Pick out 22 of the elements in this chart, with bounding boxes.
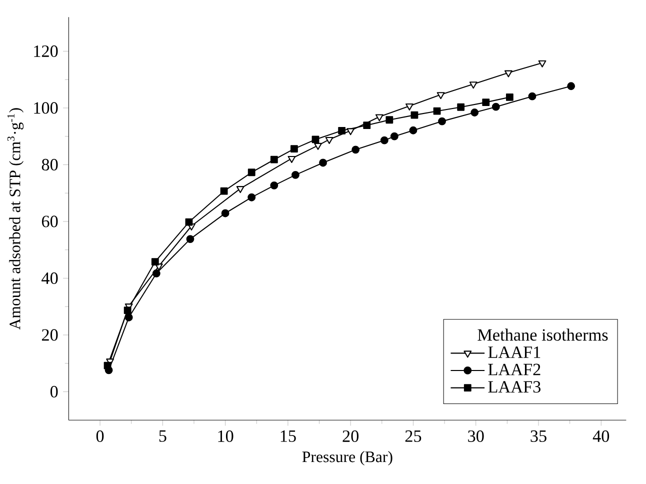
x-tick-label: 20 [342, 430, 359, 442]
legend-label: LAAF2 [488, 364, 540, 376]
y-tick-label: 80 [42, 159, 58, 171]
y-tick-label: 0 [50, 386, 58, 398]
x-tick-label: 5 [159, 430, 166, 442]
y-tick-label: 120 [34, 46, 58, 58]
legend-title: Methane isotherms [478, 328, 608, 341]
x-axis-title: Pressure (Bar) [302, 451, 392, 466]
y-tick-label: 100 [34, 102, 58, 114]
legend-label: LAAF1 [488, 346, 540, 358]
x-tick-label: 30 [468, 430, 484, 442]
y-axis-title: Amount adsorbed at STP (cm$^{3}$·g$^{-1}$) [7, 108, 24, 330]
legend-label: LAAF3 [488, 381, 540, 393]
y-tick-label: 60 [42, 216, 58, 228]
x-tick-label: 25 [405, 430, 422, 442]
y-tick-label: 20 [42, 329, 58, 342]
x-tick-label: 15 [280, 430, 296, 442]
x-tick-label: 0 [96, 430, 104, 442]
y-tick-label: 40 [42, 272, 58, 284]
x-tick-label: 10 [218, 430, 234, 442]
x-tick-label: 40 [592, 430, 610, 442]
x-tick-label: 35 [530, 430, 546, 442]
